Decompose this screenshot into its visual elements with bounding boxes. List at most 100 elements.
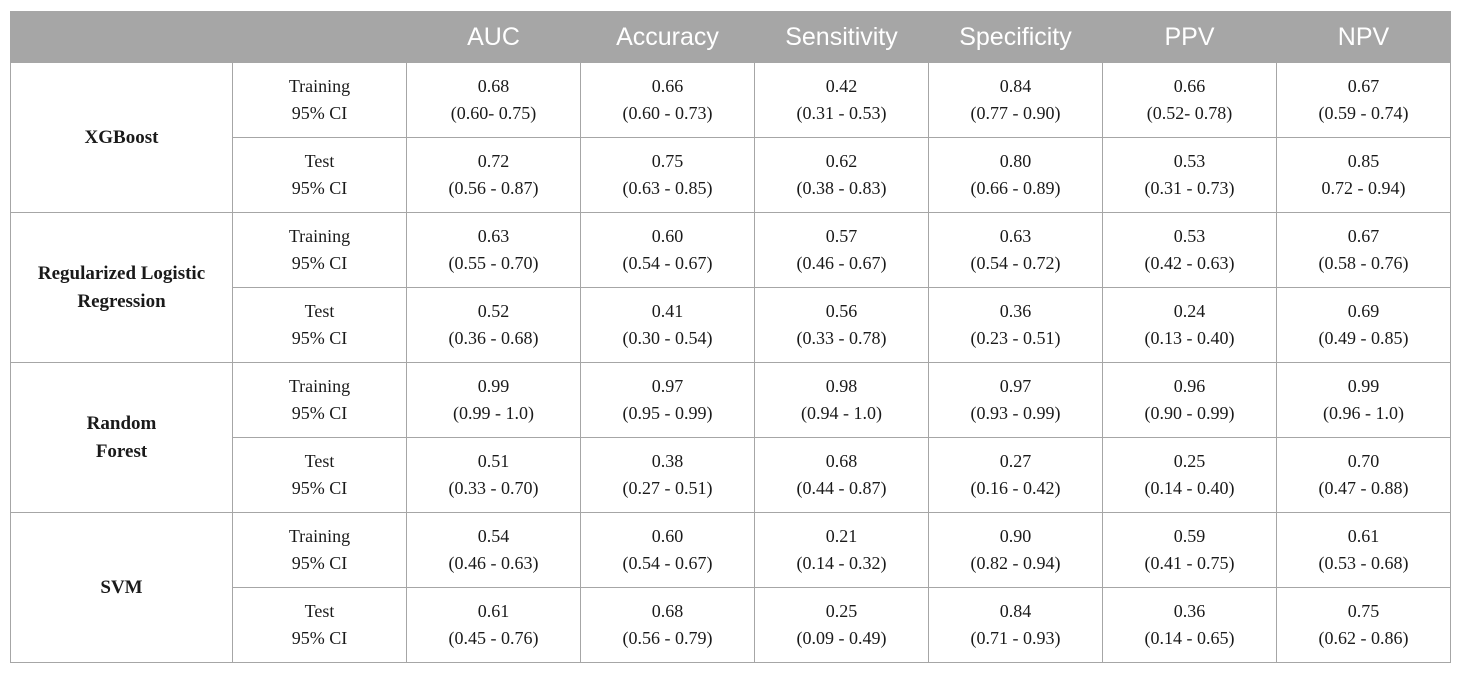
table-body: XGBoost Training 95% CI 0.68 (0.60- 0.75) 0.6… — [10, 62, 1451, 663]
cell-sensitivity: 0.62 (0.38 - 0.83) — [754, 137, 929, 213]
split-label: Test — [304, 601, 335, 621]
metric-value: 0.97 — [999, 376, 1032, 396]
cell-npv: 0.75 (0.62 - 0.86) — [1276, 587, 1451, 663]
cell-ppv: 0.66 (0.52- 0.78) — [1102, 62, 1277, 138]
model-name-line: Regularized Logistic — [37, 262, 206, 284]
ci-label: 95% CI — [291, 253, 348, 273]
split-label: Training — [288, 376, 351, 396]
ci-label: 95% CI — [291, 628, 348, 648]
model-name-cell: Random Forest — [10, 362, 233, 513]
metric-value: 0.99 — [477, 376, 510, 396]
metric-ci: (0.38 - 0.83) — [796, 178, 887, 198]
cell-sensitivity: 0.57 (0.46 - 0.67) — [754, 212, 929, 288]
metric-value: 0.67 — [1347, 76, 1380, 96]
metric-value: 0.75 — [651, 151, 684, 171]
metric-ci: (0.58 - 0.76) — [1318, 253, 1409, 273]
cell-sensitivity: 0.42 (0.31 - 0.53) — [754, 62, 929, 138]
metric-value: 0.36 — [1173, 601, 1206, 621]
metric-value: 0.72 — [477, 151, 510, 171]
cell-sensitivity: 0.98 (0.94 - 1.0) — [754, 362, 929, 438]
metric-value: 0.56 — [825, 301, 858, 321]
cell-specificity: 0.63 (0.54 - 0.72) — [928, 212, 1103, 288]
cell-npv: 0.85 0.72 - 0.94) — [1276, 137, 1451, 213]
cell-ppv: 0.24 (0.13 - 0.40) — [1102, 287, 1277, 363]
metric-ci: (0.60- 0.75) — [450, 103, 537, 123]
metric-ci: (0.14 - 0.40) — [1144, 478, 1235, 498]
header-specificity: Specificity — [928, 11, 1103, 63]
split-label: Test — [304, 151, 335, 171]
metric-ci: (0.95 - 0.99) — [622, 403, 713, 423]
ci-label: 95% CI — [291, 328, 348, 348]
metric-ci: (0.23 - 0.51) — [970, 328, 1061, 348]
cell-auc: 0.63 (0.55 - 0.70) — [406, 212, 581, 288]
cell-ppv: 0.25 (0.14 - 0.40) — [1102, 437, 1277, 513]
metric-ci: (0.13 - 0.40) — [1144, 328, 1235, 348]
metric-ci: (0.55 - 0.70) — [448, 253, 539, 273]
metric-ci: (0.56 - 0.87) — [448, 178, 539, 198]
cell-specificity: 0.84 (0.77 - 0.90) — [928, 62, 1103, 138]
metric-ci: (0.60 - 0.73) — [622, 103, 713, 123]
metric-ci: (0.49 - 0.85) — [1318, 328, 1409, 348]
split-label-cell: Training 95% CI — [232, 512, 407, 588]
metric-ci: (0.90 - 0.99) — [1144, 403, 1235, 423]
table-row: Test 95% CI 0.61 (0.45 - 0.76) 0.68 (0.56 - 0… — [11, 587, 1451, 663]
cell-ppv: 0.36 (0.14 - 0.65) — [1102, 587, 1277, 663]
cell-auc: 0.61 (0.45 - 0.76) — [406, 587, 581, 663]
metric-ci: (0.27 - 0.51) — [622, 478, 713, 498]
split-label-cell: Test 95% CI — [232, 587, 407, 663]
metric-ci: (0.46 - 0.67) — [796, 253, 887, 273]
cell-accuracy: 0.66 (0.60 - 0.73) — [580, 62, 755, 138]
metric-value: 0.67 — [1347, 226, 1380, 246]
metric-value: 0.24 — [1173, 301, 1206, 321]
cell-specificity: 0.36 (0.23 - 0.51) — [928, 287, 1103, 363]
metric-value: 0.57 — [825, 226, 858, 246]
metric-ci: (0.14 - 0.32) — [796, 553, 887, 573]
split-label: Test — [304, 301, 335, 321]
header-blank-model — [10, 11, 233, 63]
metric-value: 0.41 — [651, 301, 684, 321]
metric-value: 0.61 — [477, 601, 510, 621]
cell-specificity: 0.27 (0.16 - 0.42) — [928, 437, 1103, 513]
split-label: Training — [288, 526, 351, 546]
split-label: Training — [288, 76, 351, 96]
metric-value: 0.75 — [1347, 601, 1380, 621]
metric-ci: (0.56 - 0.79) — [622, 628, 713, 648]
metric-ci: (0.31 - 0.73) — [1144, 178, 1235, 198]
metric-value: 0.66 — [651, 76, 684, 96]
ci-label: 95% CI — [291, 478, 348, 498]
metric-ci: (0.66 - 0.89) — [970, 178, 1061, 198]
cell-npv: 0.67 (0.58 - 0.76) — [1276, 212, 1451, 288]
cell-sensitivity: 0.68 (0.44 - 0.87) — [754, 437, 929, 513]
metric-value: 0.96 — [1173, 376, 1206, 396]
metric-ci: (0.94 - 1.0) — [801, 403, 882, 423]
cell-accuracy: 0.97 (0.95 - 0.99) — [580, 362, 755, 438]
split-label: Test — [304, 451, 335, 471]
metric-ci: (0.36 - 0.68) — [448, 328, 539, 348]
header-npv: NPV — [1276, 11, 1451, 63]
metric-value: 0.70 — [1347, 451, 1380, 471]
metric-value: 0.68 — [825, 451, 858, 471]
cell-auc: 0.54 (0.46 - 0.63) — [406, 512, 581, 588]
table-row: Test 95% CI 0.72 (0.56 - 0.87) 0.75 (0.63 - 0… — [11, 137, 1451, 213]
model-name-cell: Regularized Logistic Regression — [10, 212, 233, 363]
table-row: Random Forest Training 95% CI 0.99 (0.99 - 1.… — [10, 362, 1451, 513]
metric-value: 0.51 — [477, 451, 510, 471]
cell-ppv: 0.53 (0.42 - 0.63) — [1102, 212, 1277, 288]
cell-sensitivity: 0.21 (0.14 - 0.32) — [754, 512, 929, 588]
model-name-line: SVM — [100, 576, 143, 598]
metric-value: 0.84 — [999, 601, 1032, 621]
metric-ci: (0.44 - 0.87) — [796, 478, 887, 498]
cell-npv: 0.67 (0.59 - 0.74) — [1276, 62, 1451, 138]
metric-ci: (0.63 - 0.85) — [622, 178, 713, 198]
cell-accuracy: 0.41 (0.30 - 0.54) — [580, 287, 755, 363]
metric-ci: (0.31 - 0.53) — [796, 103, 887, 123]
metric-ci: (0.33 - 0.70) — [448, 478, 539, 498]
metric-value: 0.68 — [651, 601, 684, 621]
metric-ci: (0.16 - 0.42) — [970, 478, 1061, 498]
metric-value: 0.63 — [999, 226, 1032, 246]
metric-value: 0.63 — [477, 226, 510, 246]
split-label-cell: Test 95% CI — [232, 437, 407, 513]
cell-npv: 0.99 (0.96 - 1.0) — [1276, 362, 1451, 438]
cell-accuracy: 0.38 (0.27 - 0.51) — [580, 437, 755, 513]
cell-accuracy: 0.60 (0.54 - 0.67) — [580, 212, 755, 288]
